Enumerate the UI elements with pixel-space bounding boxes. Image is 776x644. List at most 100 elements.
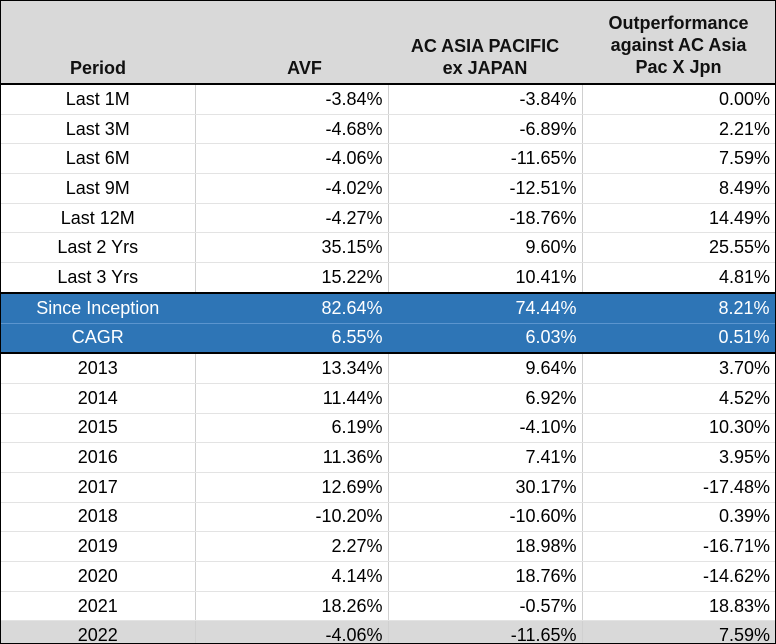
- outperformance-cell: 8.49%: [582, 173, 775, 204]
- benchmark-cell: -12.51%: [388, 173, 583, 204]
- avf-cell: -10.20%: [195, 502, 389, 533]
- table-row: Last 3M -4.68% -6.89% 2.21%: [1, 114, 775, 145]
- header-outperformance: Outperformance against AC Asia Pac X Jpn: [582, 1, 775, 85]
- avf-cell: 15.22%: [195, 262, 389, 294]
- header-period: Period: [1, 1, 195, 85]
- header-outperformance-line-1: Outperformance: [608, 13, 749, 33]
- outperformance-cell: -17.48%: [582, 472, 775, 503]
- table-row: Last 12M -4.27% -18.76% 14.49%: [1, 203, 775, 234]
- avf-cell: 2.27%: [195, 531, 389, 562]
- benchmark-cell: 6.92%: [388, 383, 583, 414]
- header-row: Period AVF AC ASIA PACIFIC ex JAPAN Outp…: [1, 1, 775, 85]
- avf-cell: -4.06%: [195, 620, 389, 643]
- outperformance-cell: 7.59%: [582, 620, 775, 643]
- period-cell: 2015: [1, 413, 196, 444]
- benchmark-cell: 10.41%: [388, 262, 583, 294]
- avf-cell: 82.64%: [195, 292, 389, 324]
- avf-cell: -4.06%: [195, 143, 389, 175]
- avf-cell: 18.26%: [195, 591, 389, 622]
- table-row: Last 3 Yrs 15.22% 10.41% 4.81%: [1, 262, 775, 294]
- benchmark-cell: 30.17%: [388, 472, 583, 503]
- period-cell: 2021: [1, 591, 196, 622]
- avf-cell: -4.68%: [195, 114, 389, 145]
- highlight-row-cagr: CAGR 6.55% 6.03% 0.51%: [1, 323, 775, 355]
- outperformance-cell: 4.81%: [582, 262, 775, 294]
- avf-cell: 11.36%: [195, 442, 389, 473]
- avf-cell: 11.44%: [195, 383, 389, 414]
- period-cell: Since Inception: [1, 292, 196, 324]
- benchmark-cell: -3.84%: [388, 84, 583, 115]
- benchmark-cell: -10.60%: [388, 502, 583, 533]
- benchmark-cell: -6.89%: [388, 114, 583, 145]
- table-row: Last 9M -4.02% -12.51% 8.49%: [1, 173, 775, 204]
- period-cell: Last 3 Yrs: [1, 262, 196, 294]
- table-row: 2019 2.27% 18.98% -16.71%: [1, 531, 775, 562]
- avf-cell: -4.27%: [195, 203, 389, 234]
- table-row: Last 6M -4.06% -11.65% 7.59%: [1, 143, 775, 175]
- outperformance-cell: 3.70%: [582, 353, 775, 384]
- outperformance-cell: 8.21%: [582, 292, 775, 324]
- period-cell: 2020: [1, 561, 196, 592]
- avf-cell: 6.19%: [195, 413, 389, 444]
- outperformance-cell: 4.52%: [582, 383, 775, 414]
- period-cell: 2014: [1, 383, 196, 414]
- benchmark-cell: 6.03%: [388, 323, 583, 355]
- benchmark-cell: 18.76%: [388, 561, 583, 592]
- period-cell: Last 12M: [1, 203, 196, 234]
- period-cell: 2019: [1, 531, 196, 562]
- avf-cell: 4.14%: [195, 561, 389, 592]
- benchmark-cell: -0.57%: [388, 591, 583, 622]
- table-body: Last 1M -3.84% -3.84% 0.00% Last 3M -4.6…: [1, 84, 775, 643]
- avf-cell: -3.84%: [195, 84, 389, 115]
- period-cell: Last 2 Yrs: [1, 232, 196, 264]
- benchmark-cell: -18.76%: [388, 203, 583, 234]
- avf-cell: 35.15%: [195, 232, 389, 264]
- outperformance-cell: -14.62%: [582, 561, 775, 592]
- avf-cell: 12.69%: [195, 472, 389, 503]
- header-period-line: Period: [69, 58, 126, 78]
- table-row: 2021 18.26% -0.57% 18.83%: [1, 591, 775, 622]
- outperformance-cell: 14.49%: [582, 203, 775, 234]
- header-benchmark: AC ASIA PACIFIC ex JAPAN: [388, 1, 582, 85]
- header-benchmark-line-1: AC ASIA PACIFIC: [410, 36, 560, 56]
- outperformance-cell: 0.51%: [582, 323, 775, 355]
- outperformance-cell: 10.30%: [582, 413, 775, 444]
- period-cell: CAGR: [1, 323, 196, 355]
- header-outperformance-line-2: against AC Asia: [610, 35, 747, 55]
- period-cell: Last 3M: [1, 114, 196, 145]
- benchmark-cell: 7.41%: [388, 442, 583, 473]
- benchmark-cell: -4.10%: [388, 413, 583, 444]
- outperformance-cell: 18.83%: [582, 591, 775, 622]
- period-cell: 2022: [1, 620, 196, 643]
- header-avf: AVF: [195, 1, 388, 85]
- period-cell: 2017: [1, 472, 196, 503]
- avf-cell: 13.34%: [195, 353, 389, 384]
- benchmark-cell: 18.98%: [388, 531, 583, 562]
- table-row: Last 1M -3.84% -3.84% 0.00%: [1, 84, 775, 115]
- outperformance-cell: 0.39%: [582, 502, 775, 533]
- benchmark-cell: 9.60%: [388, 232, 583, 264]
- benchmark-cell: -11.65%: [388, 620, 583, 643]
- highlight-row-since-inception: Since Inception 82.64% 74.44% 8.21%: [1, 292, 775, 324]
- table-row: 2014 11.44% 6.92% 4.52%: [1, 383, 775, 414]
- table-row: 2016 11.36% 7.41% 3.95%: [1, 442, 775, 473]
- avf-cell: -4.02%: [195, 173, 389, 204]
- outperformance-cell: 2.21%: [582, 114, 775, 145]
- outperformance-cell: 7.59%: [582, 143, 775, 175]
- period-cell: Last 1M: [1, 84, 196, 115]
- header-outperformance-line-3: Pac X Jpn: [635, 57, 722, 77]
- table-row: 2013 13.34% 9.64% 3.70%: [1, 353, 775, 384]
- period-cell: Last 9M: [1, 173, 196, 204]
- period-cell: 2013: [1, 353, 196, 384]
- table-row: Last 2 Yrs 35.15% 9.60% 25.55%: [1, 232, 775, 264]
- period-cell: 2016: [1, 442, 196, 473]
- outperformance-cell: -16.71%: [582, 531, 775, 562]
- table-row: 2015 6.19% -4.10% 10.30%: [1, 413, 775, 444]
- header-avf-line: AVF: [287, 58, 322, 78]
- table-row-current-year: 2022 -4.06% -11.65% 7.59%: [1, 620, 775, 643]
- benchmark-cell: -11.65%: [388, 143, 583, 175]
- header-benchmark-line-2: ex JAPAN: [442, 58, 528, 78]
- table-row: 2018 -10.20% -10.60% 0.39%: [1, 502, 775, 533]
